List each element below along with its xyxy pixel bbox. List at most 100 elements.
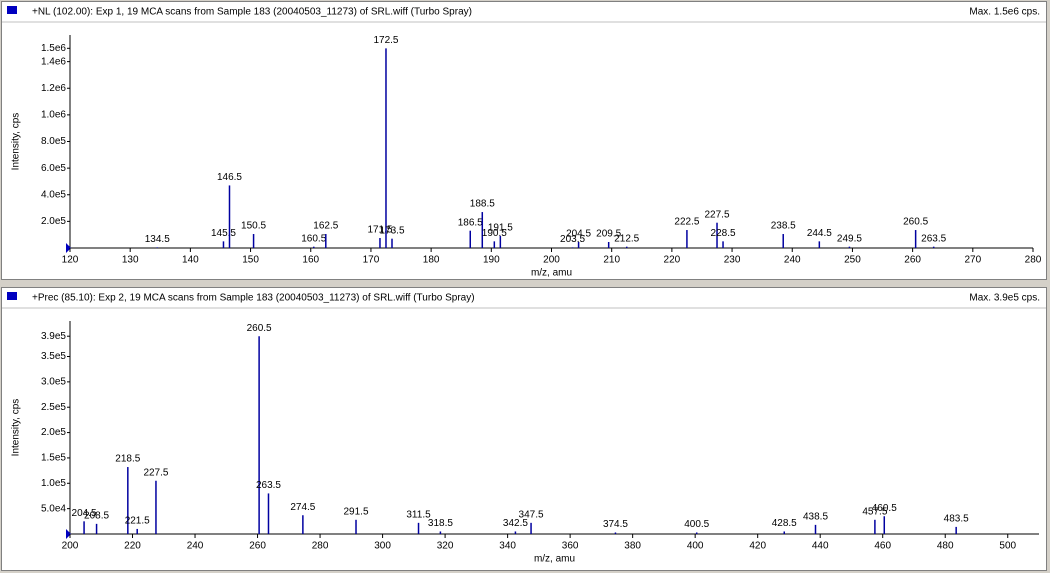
peak-label: 438.5 [803, 512, 828, 523]
peak-label: 145.5 [211, 228, 236, 239]
peak-label: 227.5 [705, 209, 730, 220]
legend-icon [7, 6, 17, 14]
peak-label: 457.5 [862, 506, 887, 517]
y-tick-label: 1.5e6 [41, 43, 66, 54]
peak-label: 227.5 [143, 467, 168, 478]
peak-label: 318.5 [428, 518, 453, 529]
max-annotation: Max. 3.9e5 cps. [969, 293, 1040, 304]
peak-label: 172.5 [373, 35, 398, 46]
x-tick-label: 160 [302, 255, 319, 266]
x-tick-label: 420 [749, 541, 766, 552]
x-tick-label: 210 [603, 255, 620, 266]
x-tick-label: 180 [423, 255, 440, 266]
peak-label: 204.5 [566, 229, 591, 240]
peak-label: 400.5 [684, 519, 709, 530]
x-tick-label: 260 [904, 255, 921, 266]
max-annotation: Max. 1.5e6 cps. [969, 7, 1040, 18]
peak-label: 188.5 [470, 199, 495, 210]
x-tick-label: 190 [483, 255, 500, 266]
x-tick-label: 200 [543, 255, 560, 266]
peak-label: 342.5 [503, 518, 528, 529]
y-tick-label: 8.0e5 [41, 136, 66, 147]
peak-label: 173.5 [379, 225, 404, 236]
y-tick-label: 1.5e5 [41, 453, 66, 464]
x-tick-label: 150 [242, 255, 259, 266]
x-tick-label: 240 [784, 255, 801, 266]
peak-label: 162.5 [313, 221, 338, 232]
peak-label: 260.5 [903, 217, 928, 228]
peak-label: 204.5 [72, 508, 97, 519]
y-tick-label: 2.0e5 [41, 427, 66, 438]
spectrum-panel: +Prec (85.10): Exp 2, 19 MCA scans from … [1, 287, 1047, 571]
peak-label: 347.5 [519, 509, 544, 520]
x-tick-label: 340 [499, 541, 516, 552]
y-tick-label: 1.0e5 [41, 478, 66, 489]
peak-label: 221.5 [125, 516, 150, 527]
y-tick-label: 1.0e6 [41, 110, 66, 121]
peak-label: 171.5 [367, 225, 392, 236]
x-tick-label: 400 [687, 541, 704, 552]
x-tick-label: 120 [62, 255, 79, 266]
peak-label: 249.5 [837, 233, 862, 244]
y-axis-label: Intensity, cps [11, 399, 22, 457]
x-tick-label: 220 [664, 255, 681, 266]
y-tick-label: 1.2e6 [41, 83, 66, 94]
x-tick-label: 250 [844, 255, 861, 266]
y-tick-label: 5.0e4 [41, 503, 66, 514]
peak-label: 428.5 [772, 518, 797, 529]
x-tick-label: 300 [374, 541, 391, 552]
y-axis-label: Intensity, cps [11, 113, 22, 171]
peak-label: 186.5 [458, 217, 483, 228]
peak-label: 146.5 [217, 172, 242, 183]
peak-label: 134.5 [145, 234, 170, 245]
peak-label: 228.5 [711, 228, 736, 239]
x-tick-label: 480 [937, 541, 954, 552]
peak-label: 190.5 [482, 228, 507, 239]
chart: +NL (102.00): Exp 1, 19 MCA scans from S… [2, 6, 1046, 279]
y-tick-label: 3.9e5 [41, 331, 66, 342]
peak-label: 263.5 [256, 480, 281, 491]
x-axis-label: m/z, amu [531, 268, 572, 279]
x-tick-label: 460 [874, 541, 891, 552]
x-tick-label: 220 [124, 541, 141, 552]
peak-label: 222.5 [674, 217, 699, 228]
x-axis-label: m/z, amu [534, 554, 575, 565]
y-tick-label: 3.0e5 [41, 376, 66, 387]
y-tick-label: 6.0e5 [41, 163, 66, 174]
peak-label: 291.5 [343, 506, 368, 517]
y-tick-label: 2.5e5 [41, 402, 66, 413]
y-tick-label: 3.5e5 [41, 351, 66, 362]
peak-label: 150.5 [241, 221, 266, 232]
x-tick-label: 230 [724, 255, 741, 266]
legend-icon [7, 292, 17, 300]
x-tick-label: 360 [562, 541, 579, 552]
peak-label: 311.5 [406, 509, 431, 520]
x-tick-label: 200 [62, 541, 79, 552]
peak-label: 191.5 [488, 223, 513, 234]
x-tick-label: 380 [624, 541, 641, 552]
origin-marker [66, 243, 71, 253]
chart: +Prec (85.10): Exp 2, 19 MCA scans from … [2, 292, 1046, 565]
origin-marker [66, 529, 71, 539]
y-tick-label: 2.0e5 [41, 216, 66, 227]
peak-label: 212.5 [614, 233, 639, 244]
spectrum-panel: +NL (102.00): Exp 1, 19 MCA scans from S… [1, 1, 1047, 280]
x-tick-label: 500 [999, 541, 1016, 552]
x-tick-label: 440 [812, 541, 829, 552]
peak-label: 274.5 [290, 502, 315, 513]
peak-label: 208.5 [84, 510, 109, 521]
peak-label: 218.5 [115, 454, 140, 465]
peak-label: 460.5 [872, 503, 897, 514]
x-tick-label: 140 [182, 255, 199, 266]
y-tick-label: 4.0e5 [41, 189, 66, 200]
chart-title: +Prec (85.10): Exp 2, 19 MCA scans from … [32, 293, 475, 304]
peak-label: 260.5 [247, 323, 272, 334]
peak-label: 209.5 [596, 229, 621, 240]
peak-label: 374.5 [603, 519, 628, 530]
chart-title: +NL (102.00): Exp 1, 19 MCA scans from S… [32, 7, 472, 18]
peak-label: 483.5 [944, 514, 969, 525]
x-tick-label: 280 [312, 541, 329, 552]
x-tick-label: 260 [249, 541, 266, 552]
x-tick-label: 280 [1025, 255, 1042, 266]
